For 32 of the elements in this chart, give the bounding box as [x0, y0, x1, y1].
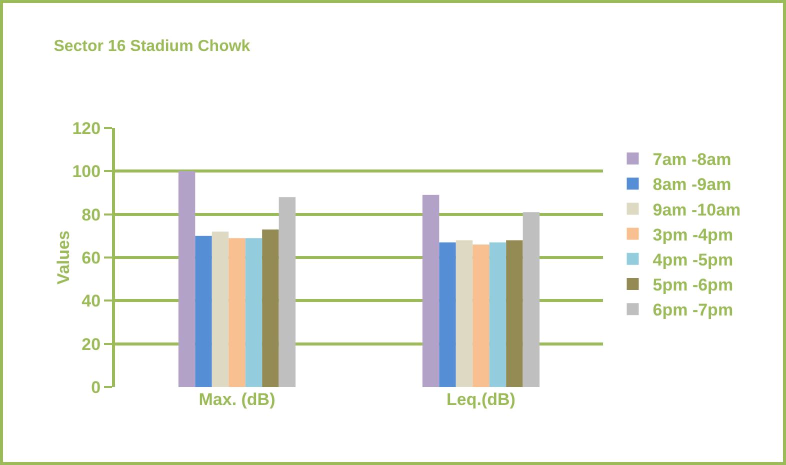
y-tick-label: 60	[82, 248, 101, 268]
legend-label: 7am -8am	[652, 150, 732, 170]
legend-label: 4pm -5pm	[652, 250, 734, 270]
bar	[472, 244, 490, 387]
legend-label: 8am -9am	[652, 175, 732, 194]
bar	[506, 240, 523, 387]
bar	[422, 194, 440, 387]
y-tick-label: 40	[82, 292, 101, 311]
x-tick-label: Leq.(dB)	[446, 390, 516, 409]
y-tick-label: 100	[72, 162, 101, 182]
y-tick-label: 20	[82, 334, 101, 354]
bar	[278, 197, 296, 387]
bar	[178, 171, 196, 387]
bar	[456, 240, 473, 387]
y-axis-title: Values	[54, 230, 73, 284]
bar	[245, 238, 262, 387]
chart-title: Sector 16 Stadium Chowk	[54, 38, 250, 55]
x-tick-label: Max. (dB)	[198, 390, 276, 409]
bar	[489, 242, 506, 387]
bar	[439, 242, 456, 387]
bar	[195, 236, 212, 387]
legend-label: 5pm -6pm	[652, 276, 734, 295]
legend-label: 9am -10am	[652, 200, 741, 220]
bar	[262, 229, 279, 387]
bar	[228, 238, 246, 387]
bar	[212, 232, 229, 387]
y-tick-label: 120	[72, 118, 101, 138]
bar	[522, 212, 540, 387]
legend-label: 6pm -7pm	[652, 300, 734, 320]
y-tick-label: 80	[82, 205, 101, 224]
y-tick-label: 0	[91, 378, 101, 397]
legend-label: 3pm -4pm	[652, 225, 734, 244]
